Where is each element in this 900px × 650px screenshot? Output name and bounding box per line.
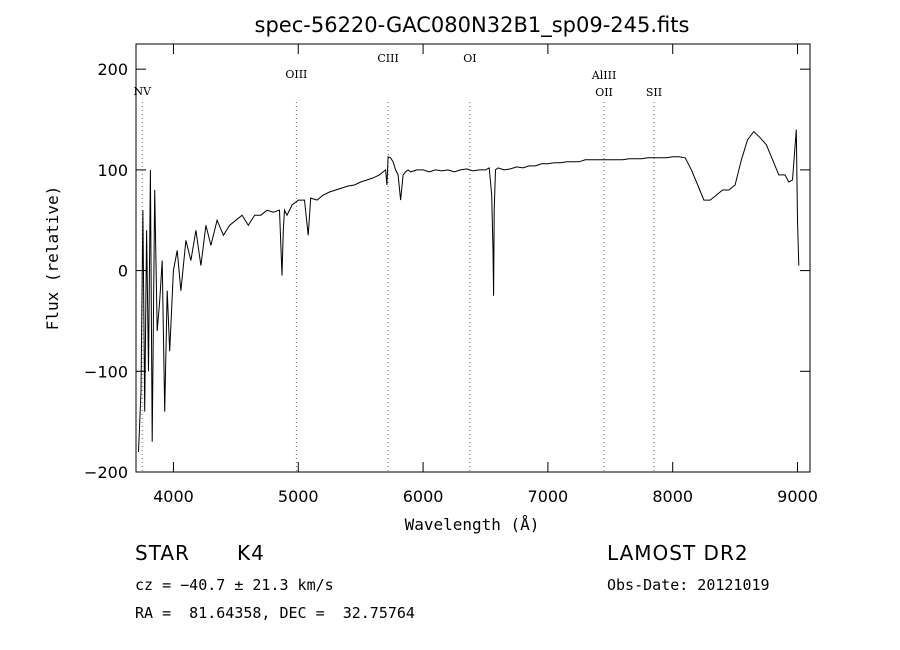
line-marker-label: OII <box>595 86 613 99</box>
line-marker-label: AlIII <box>591 69 617 82</box>
object-class: STAR <box>135 541 190 565</box>
obs-date: Obs-Date: 20121019 <box>607 576 770 594</box>
x-axis: 4000 5000 6000 7000 8000 9000 <box>153 44 818 506</box>
x-tick-label: 7000 <box>528 487 569 506</box>
x-tick-label: 4000 <box>153 487 194 506</box>
object-subclass: K4 <box>237 541 265 565</box>
y-axis: −200 −100 0 100 200 <box>84 60 810 482</box>
chart-title: spec-56220-GAC080N32B1_sp09-245.fits <box>255 13 690 38</box>
line-marker-label: OIII <box>285 68 307 81</box>
y-tick-label: 0 <box>118 262 128 281</box>
line-marker-label: NV <box>133 85 152 98</box>
spectrum-line <box>138 129 800 452</box>
x-tick-label: 8000 <box>652 487 693 506</box>
emission-line-markers: NV OIII CIII OI AlIII OII SII <box>133 52 662 472</box>
line-marker-label: OI <box>463 52 476 65</box>
line-marker-label: SII <box>646 86 662 99</box>
x-axis-label: Wavelength (Å) <box>405 515 540 534</box>
x-tick-label: 9000 <box>777 487 818 506</box>
y-axis-label: Flux (relative) <box>43 186 62 331</box>
y-tick-label: −100 <box>84 362 128 381</box>
line-marker-label: CIII <box>377 52 398 65</box>
coordinates: RA = 81.64358, DEC = 32.75764 <box>135 604 415 622</box>
survey-name: LAMOST DR2 <box>607 541 749 565</box>
y-tick-label: 100 <box>97 161 128 180</box>
redshift-cz: cz = −40.7 ± 21.3 km/s <box>135 576 334 594</box>
x-tick-label: 5000 <box>278 487 319 506</box>
x-tick-label: 6000 <box>403 487 444 506</box>
plot-frame <box>135 43 811 473</box>
y-tick-label: −200 <box>84 463 128 482</box>
y-tick-label: 200 <box>97 60 128 79</box>
